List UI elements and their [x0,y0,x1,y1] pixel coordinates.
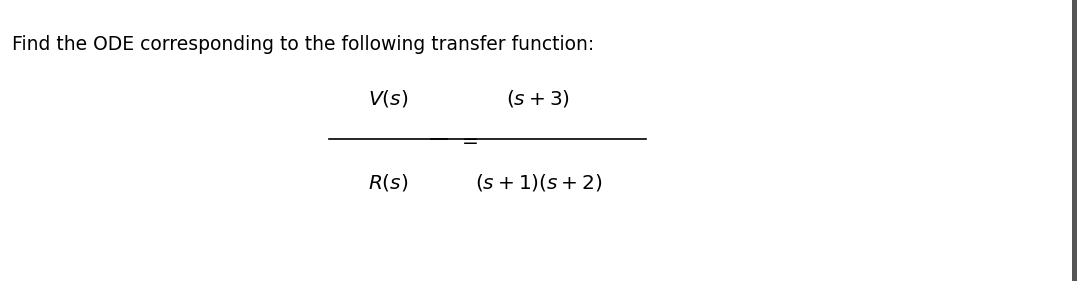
Text: $(s+3)$: $(s+3)$ [506,88,571,109]
Text: $V(s)$: $V(s)$ [368,88,408,109]
Text: $(s+1)(s+2)$: $(s+1)(s+2)$ [475,172,602,193]
Text: $=$: $=$ [459,130,479,149]
Text: Find the ODE corresponding to the following transfer function:: Find the ODE corresponding to the follow… [12,35,595,54]
Text: $R(s)$: $R(s)$ [368,172,408,193]
